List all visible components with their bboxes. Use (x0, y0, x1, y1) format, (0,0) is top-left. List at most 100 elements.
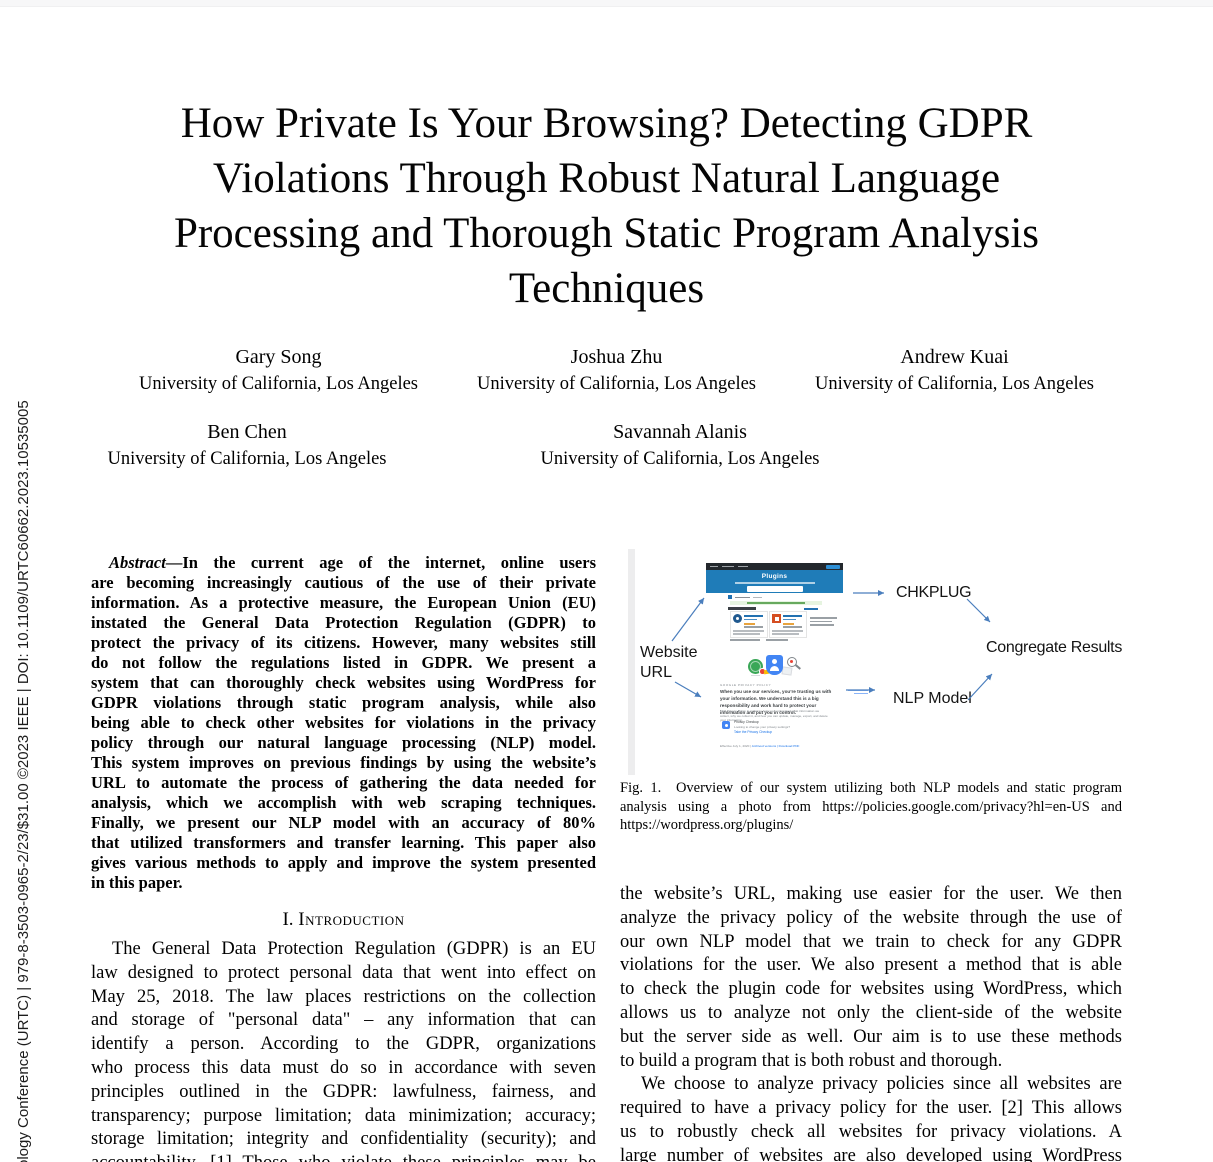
abstract-line: gives various methods to apply and impro… (91, 853, 596, 872)
author-name: Ben Chen (207, 421, 287, 443)
heading-bar (728, 607, 756, 610)
abstract-line: do not follow the regulations listed in … (91, 653, 596, 672)
title-line: Processing and Thorough Static Program A… (173, 210, 1040, 257)
body-line: May 25, 2018. The law places restriction… (91, 986, 596, 1007)
body-line: accountability. [1] Those who violate th… (91, 1152, 596, 1162)
text-bar (772, 630, 803, 632)
right-column-text: the website’s URL, making use easier for… (620, 883, 1122, 1162)
plugin-card (730, 611, 768, 638)
text-bar (735, 596, 750, 598)
notice-bar (730, 601, 822, 605)
flow-arrows (671, 590, 993, 701)
wordpress-plugins-screenshot: Plugins (706, 563, 843, 653)
body-line: our own NLP model that we train to check… (620, 931, 1122, 952)
author-block: Andrew Kuai University of California, Los… (787, 346, 1122, 394)
paragraph-continuation: the website’s URL, making use easier for… (620, 883, 1122, 1073)
text-bar (766, 639, 788, 641)
author-affiliation: University of California, Los Angeles (107, 449, 387, 469)
figure-1: Plugins (620, 549, 1122, 775)
arrow-url-to-policy (674, 681, 702, 698)
caption-line: analysis using a photo from https://poli… (620, 798, 1122, 815)
author-affiliation: University of California, Los Angeles (815, 374, 1094, 394)
abstract-first-line: Abstract—In the current age of the inter… (91, 553, 596, 573)
privacy-illustration (748, 655, 808, 681)
browser-bar-text (738, 565, 748, 567)
privacy-checkup-subtitle: Looking to change your privacy settings? (734, 725, 791, 729)
body-line: to check the plugin code for websites us… (620, 979, 1122, 1000)
abstract-label: Abstract (109, 553, 166, 572)
section-heading-introduction: I. Introduction (91, 909, 596, 931)
abstract-lines: are becoming increasingly cautious of th… (91, 573, 596, 893)
magnifier-icon (787, 657, 797, 667)
body-line: required to have a privacy policy for th… (620, 1098, 1122, 1119)
abstract-line: analysis, which we accomplish with web s… (91, 793, 596, 812)
right-column: Plugins (620, 549, 1122, 1162)
abstract-line: GDPR violations through static program a… (91, 693, 596, 712)
author-block: Ben Chen University of California, Los An… (77, 421, 417, 469)
author-name: Joshua Zhu (570, 346, 663, 368)
text-bar (810, 620, 832, 622)
arrow-url-to-wordpress (671, 597, 705, 642)
abstract-line: instated the General Data Protection Reg… (91, 613, 596, 632)
label-congregate-results: Congregate Results (986, 639, 1122, 656)
author-block: Joshua Zhu University of California, Los … (449, 346, 784, 394)
body-line: principles outlined in the GDPR: lawfuln… (91, 1081, 596, 1102)
body-line: storage limitation; integrity and confid… (91, 1129, 596, 1150)
abstract-line: policy through our natural language proc… (91, 733, 596, 752)
body-line: but the server side as well. Our aim is … (620, 1026, 1122, 1047)
author-affiliation: University of California, Los Angeles (477, 374, 756, 394)
section-title: Introduction (298, 909, 405, 930)
abstract-line: being able to check other websites for v… (91, 713, 596, 732)
abstract-line: This system improves on previous finding… (91, 753, 596, 772)
plugin-title-bar (744, 615, 763, 617)
author-block: Savannah Alanis University of California,… (510, 421, 850, 469)
figure-edge-strip (628, 549, 635, 775)
body-line: large number of websites are also develo… (620, 1145, 1122, 1162)
label-url: URL (640, 664, 673, 681)
label-chkplug: CHKPLUG (896, 584, 972, 601)
label-nlp-model: NLP Model (893, 690, 972, 707)
effective-date-line: Effective July 1, 2020 | Archived versio… (720, 744, 800, 748)
download-button (826, 564, 840, 569)
paragraph-2: We choose to analyze privacy policies si… (620, 1073, 1122, 1162)
introduction-paragraph: The General Data Protection Regulation (… (91, 938, 596, 1162)
body-line: transparency; purpose limitation; data m… (91, 1105, 596, 1126)
plugin-logo-icon (772, 614, 781, 623)
text-bar (810, 624, 834, 626)
google-privacy-screenshot: GOOGLE PRIVACY POLICY When you use our s… (720, 652, 870, 764)
browser-bar-text (722, 565, 734, 567)
author-block: Gary Song University of California, Los A… (111, 346, 446, 394)
author-name: Savannah Alanis (613, 421, 747, 443)
authors-row-1: Gary Song University of California, Los A… (91, 346, 1122, 394)
text-bar (810, 617, 837, 619)
authors-row-2: Ben Chen University of California, Los An… (91, 421, 1122, 469)
left-column: Abstract—In the current age of the inter… (91, 549, 596, 1162)
plugins-search-input (746, 586, 803, 592)
plugins-banner: Plugins (706, 570, 843, 593)
body-line: and storage of "personal data" – any inf… (91, 1010, 596, 1031)
abstract-line: that utilized transformers and transfer … (91, 833, 596, 852)
paper-title: How Private Is Your Browsing? Detecting … (0, 96, 1213, 316)
body-line: identify a person. According to the GDPR… (91, 1034, 596, 1055)
body-line: who process this data must do so in acco… (91, 1057, 596, 1078)
privacy-policy-eyebrow: GOOGLE PRIVACY POLICY (720, 683, 772, 687)
side-link-bar (854, 693, 868, 695)
author-name: Andrew Kuai (900, 346, 1009, 368)
abstract-first-line-rest: —In the current age of the internet, onl… (165, 553, 596, 572)
abstract-line: Finally, we present our NLP model with a… (91, 813, 596, 832)
plugin-card (769, 611, 807, 638)
body-line: violations for the user. We also present… (620, 955, 1122, 976)
abstract-line: system that can thoroughly check website… (91, 673, 596, 692)
title-line: Techniques (508, 265, 705, 312)
plugins-tab-icon (728, 595, 732, 599)
link-bar (804, 607, 818, 610)
label-website-url: Website URL (640, 643, 698, 683)
body-line: analyze the privacy policy of the websit… (620, 907, 1122, 928)
text-bar (733, 633, 760, 635)
abstract: Abstract—In the current age of the inter… (91, 553, 596, 893)
title-line: How Private Is Your Browsing? Detecting … (180, 100, 1033, 147)
globe-stand (751, 674, 760, 676)
abstract-line: protect the privacy of its citizens. How… (91, 633, 596, 652)
text-bar (783, 626, 802, 628)
